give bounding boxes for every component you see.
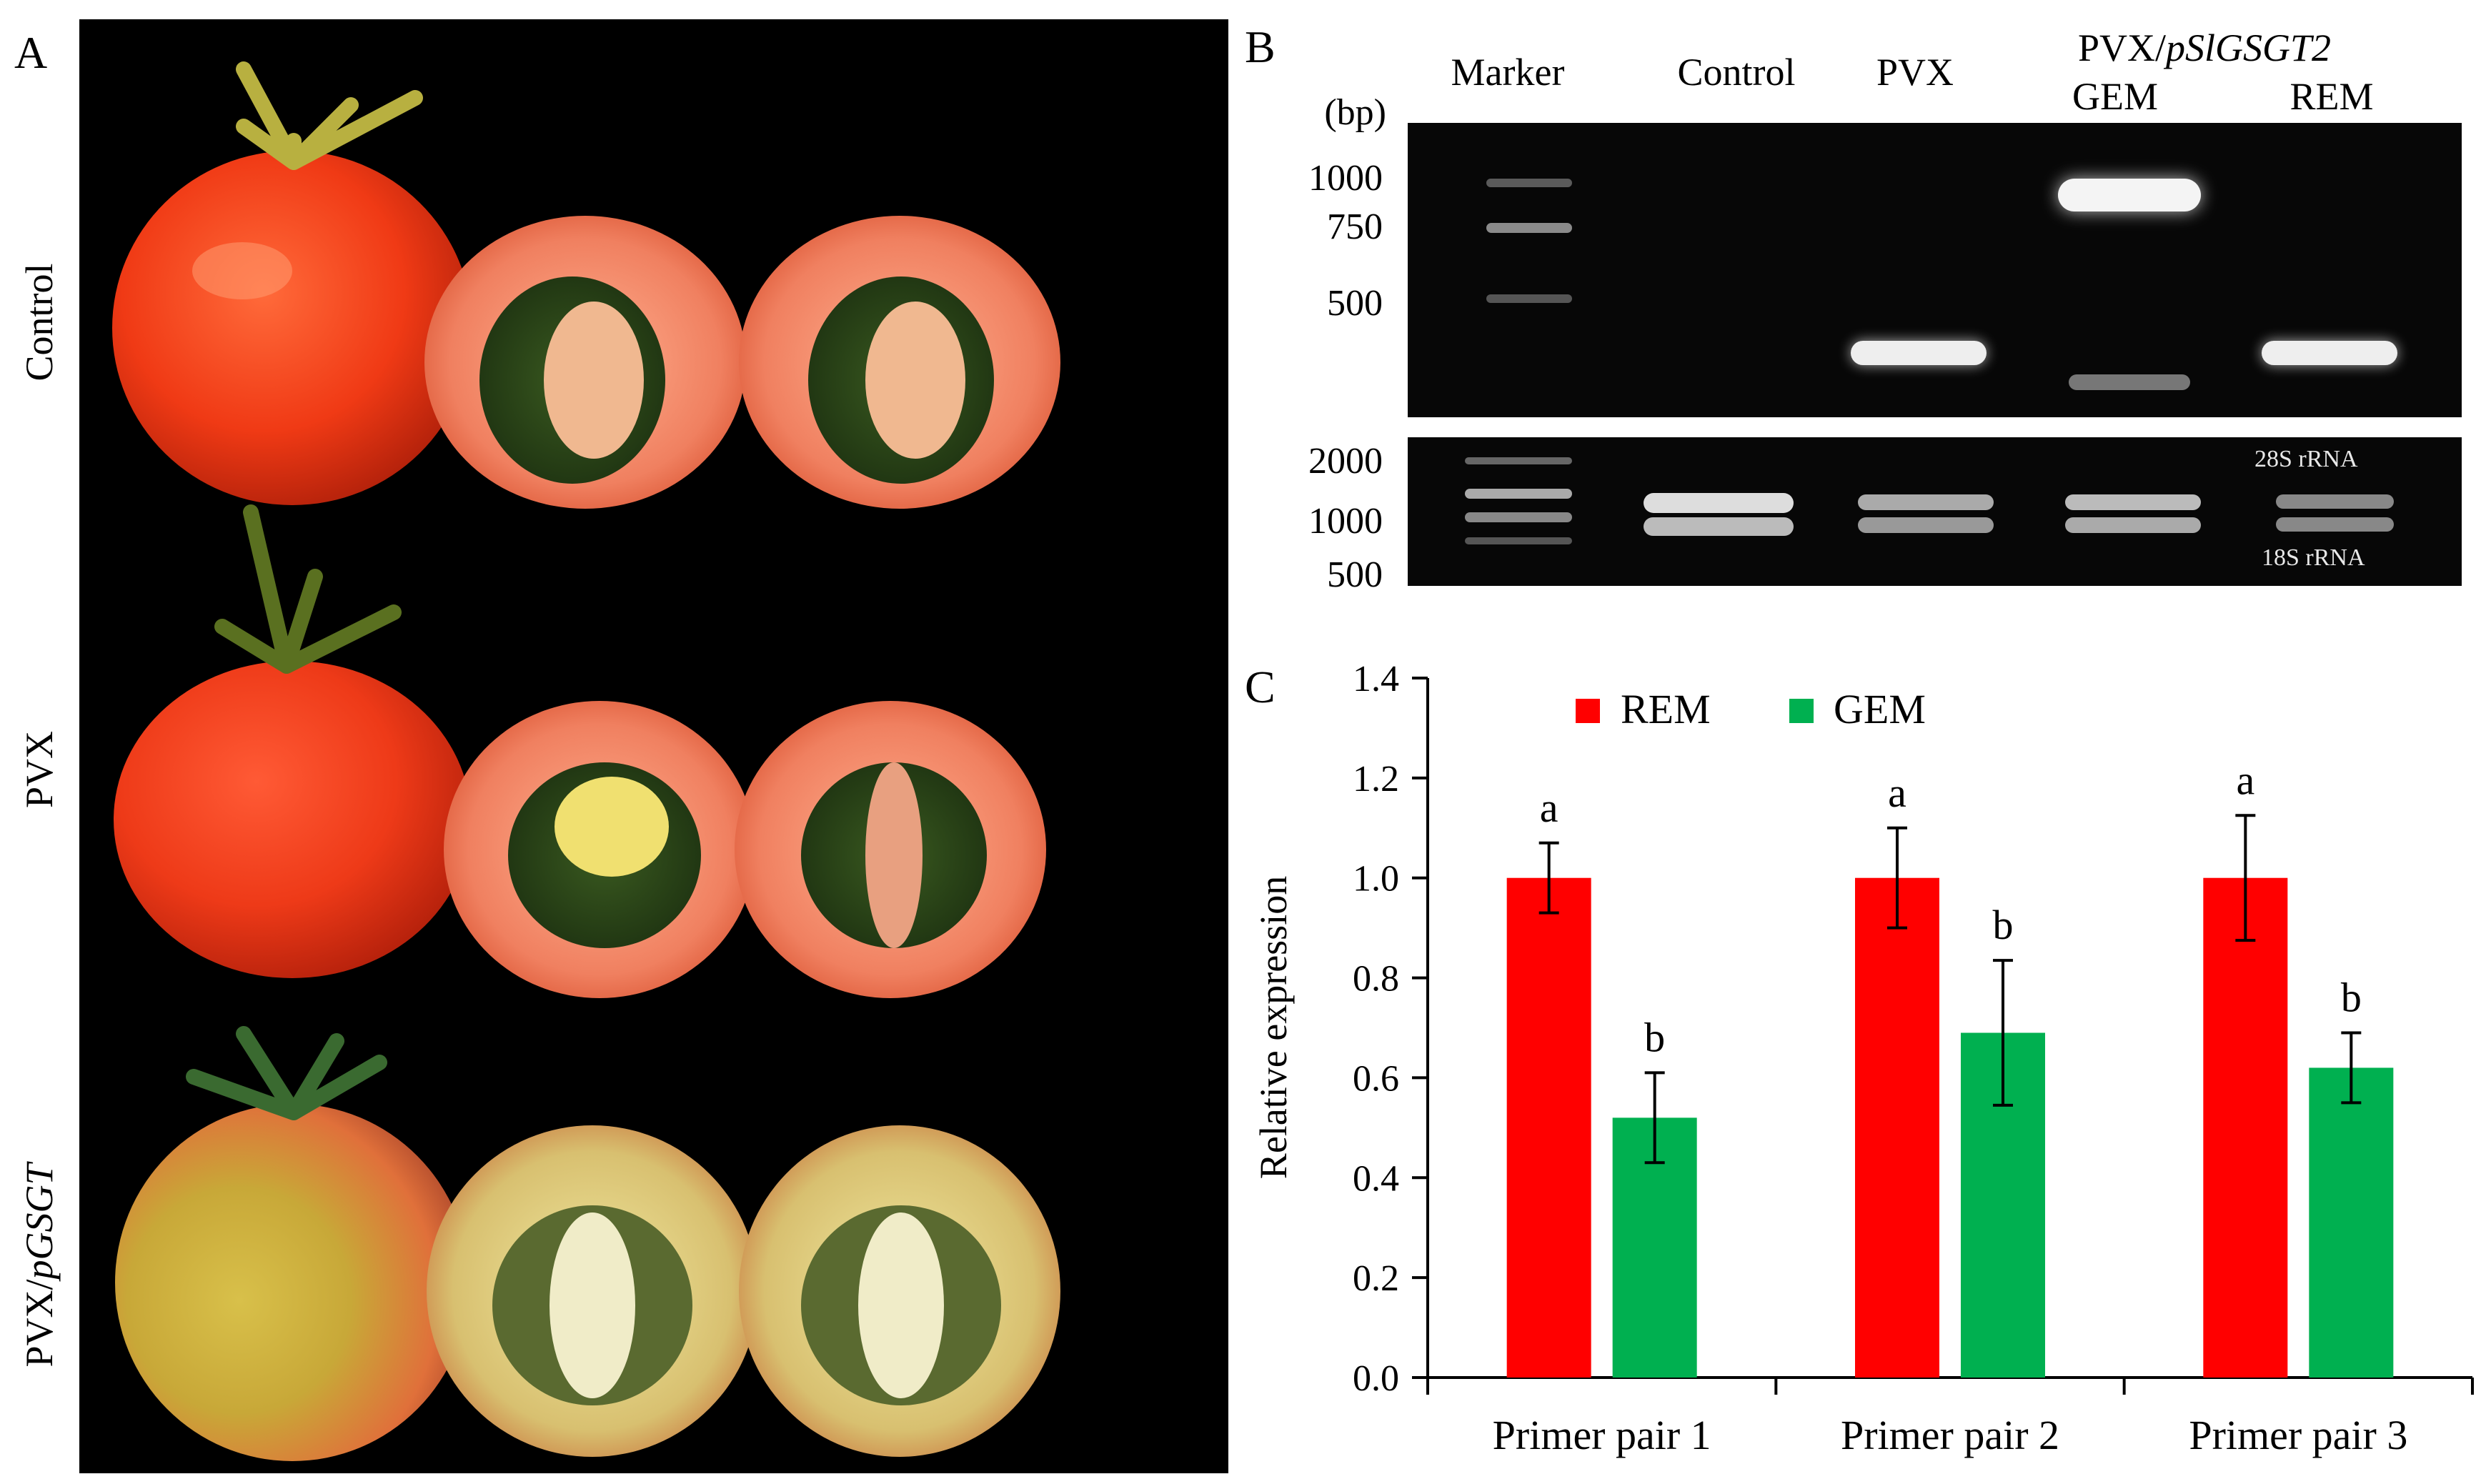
x-tick-label: Primer pair 3 bbox=[2189, 1412, 2407, 1458]
marker-band bbox=[1486, 294, 1572, 303]
pvx-28s-band bbox=[1858, 494, 1994, 510]
legend-swatch-gem bbox=[1789, 699, 1814, 723]
y-tick-label: 0.8 bbox=[1353, 959, 1399, 1000]
panel-label-a: A bbox=[14, 27, 48, 78]
lane-header-pvx: PVX bbox=[1876, 51, 1954, 94]
top-ladder-1000: 1000 bbox=[1308, 158, 1383, 199]
pvx-whole-tomato bbox=[114, 504, 471, 978]
marker-rrna-band bbox=[1465, 537, 1572, 544]
y-ticks: 0.0 0.2 0.4 0.6 0.8 1.0 1.2 1.4 bbox=[1353, 659, 1428, 1399]
gem-band-large bbox=[2058, 179, 2201, 211]
control-28s-band bbox=[1644, 493, 1794, 513]
y-tick-label: 0.2 bbox=[1353, 1258, 1399, 1299]
bottom-ladder-2000: 2000 bbox=[1308, 441, 1383, 482]
x-tick-label: Primer pair 1 bbox=[1493, 1412, 1711, 1458]
gem-18s-band bbox=[2065, 517, 2201, 533]
y-tick-label: 0.4 bbox=[1353, 1158, 1399, 1199]
chart-legend: REM GEM bbox=[1576, 686, 1926, 732]
bp-unit-label: (bp) bbox=[1324, 92, 1386, 133]
rrna-label-18s: 18S rRNA bbox=[2262, 544, 2365, 571]
control-18s-band bbox=[1644, 517, 1794, 536]
row-label-pvx-pgsgt: PVX/pGSGT bbox=[17, 1158, 61, 1373]
rem-28s-band bbox=[2276, 494, 2394, 509]
marker-band bbox=[1486, 223, 1572, 233]
bar-rem bbox=[1506, 877, 1591, 1378]
lane-group-italic: pSlGSGT2 bbox=[2166, 26, 2332, 69]
x-ticks: Primer pair 1 Primer pair 2 Primer pair 3 bbox=[1426, 1378, 2474, 1458]
y-axis-label: Relative expression bbox=[1252, 876, 1295, 1179]
tomato-illustration bbox=[112, 61, 1060, 1461]
significance-letter: b bbox=[2341, 974, 2362, 1020]
pvx-pgsgt-cut-halves bbox=[427, 1125, 1060, 1457]
rrna-label-28s: 28S rRNA bbox=[2254, 446, 2358, 472]
marker-band bbox=[1486, 179, 1572, 187]
legend-label-rem: REM bbox=[1621, 686, 1711, 732]
x-tick-label: Primer pair 2 bbox=[1841, 1412, 2059, 1458]
y-tick-label: 0.6 bbox=[1353, 1058, 1399, 1099]
rrna-gel-image: 28S rRNA 18S rRNA bbox=[1408, 437, 2462, 586]
significance-letter: a bbox=[2236, 757, 2254, 803]
chart-axes bbox=[1426, 678, 2472, 1379]
pvx-18s-band bbox=[1858, 517, 1994, 533]
y-tick-label: 0.0 bbox=[1353, 1358, 1399, 1399]
significance-letter: a bbox=[1540, 785, 1558, 831]
legend-label-gem: GEM bbox=[1834, 686, 1926, 732]
bottom-ladder-1000: 1000 bbox=[1308, 501, 1383, 542]
lane-header-pvx-group: PVX/pSlGSGT2 bbox=[2078, 26, 2331, 70]
gem-28s-band bbox=[2065, 494, 2201, 510]
y-tick-label: 1.0 bbox=[1353, 859, 1399, 900]
pvx-cut-halves bbox=[444, 701, 1046, 998]
lane-header-rem: REM bbox=[2289, 75, 2374, 118]
control-whole-tomato bbox=[112, 61, 472, 505]
relative-expression-bar-chart: 0.00.20.40.60.81.01.21.4 Primer pair 1 Pr… bbox=[1252, 659, 2474, 1458]
lane-header-control: Control bbox=[1677, 51, 1796, 94]
legend-swatch-rem bbox=[1576, 699, 1600, 723]
pvx-band bbox=[1851, 341, 1987, 365]
pvx-pgsgt-whole-tomato bbox=[115, 1026, 469, 1461]
lane-header-gem: GEM bbox=[2072, 75, 2158, 118]
tomato-photo bbox=[79, 19, 1228, 1473]
bar-marks bbox=[1506, 877, 2394, 1378]
top-ladder-500: 500 bbox=[1327, 283, 1383, 324]
error-bars bbox=[1538, 814, 2362, 1165]
bar-rem bbox=[1855, 877, 1939, 1378]
significance-letter: b bbox=[1993, 902, 2014, 948]
pcr-gel-image bbox=[1408, 123, 2462, 417]
panel-label-c: C bbox=[1245, 662, 1276, 712]
row-label-pgsgt-italic: pGSGT bbox=[18, 1163, 61, 1280]
significance-letters: a a a b b b bbox=[1540, 757, 2362, 1060]
gem-band-small bbox=[2069, 374, 2190, 390]
rem-band bbox=[2262, 341, 2397, 365]
row-label-pvx: PVX bbox=[18, 730, 61, 808]
lane-group-prefix: PVX/ bbox=[2077, 26, 2166, 69]
marker-rrna-band bbox=[1465, 512, 1572, 522]
y-tick-label: 1.4 bbox=[1353, 659, 1399, 699]
control-cut-halves bbox=[424, 216, 1060, 509]
significance-letter: b bbox=[1644, 1014, 1665, 1060]
row-label-control: Control bbox=[18, 263, 61, 382]
y-tick-label: 1.2 bbox=[1353, 759, 1399, 800]
bottom-ladder-500: 500 bbox=[1327, 554, 1383, 595]
panel-label-b: B bbox=[1245, 21, 1276, 72]
marker-rrna-band bbox=[1465, 489, 1572, 499]
top-ladder-750: 750 bbox=[1327, 206, 1383, 247]
bar-gem bbox=[2309, 1067, 2394, 1378]
significance-letter: a bbox=[1888, 770, 1906, 816]
lane-header-marker: Marker bbox=[1451, 51, 1565, 94]
marker-rrna-band bbox=[1465, 457, 1572, 464]
bar-rem bbox=[2203, 877, 2288, 1378]
row-label-pvx-prefix: PVX/ bbox=[18, 1279, 61, 1368]
rem-18s-band bbox=[2276, 517, 2394, 532]
